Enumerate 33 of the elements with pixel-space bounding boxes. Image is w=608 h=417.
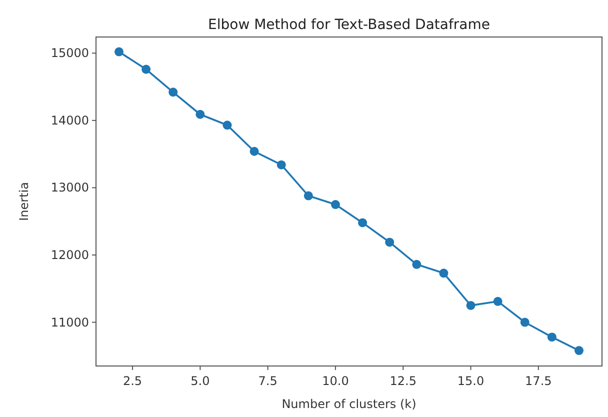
y-tick-label: 12000 bbox=[50, 248, 89, 262]
point bbox=[439, 268, 448, 278]
x-tick-label: 5.0 bbox=[190, 374, 210, 388]
x-tick-label: 15.0 bbox=[457, 374, 484, 388]
y-axis-title: Inertia bbox=[17, 182, 31, 221]
point bbox=[276, 160, 286, 170]
x-tick-label: 7.5 bbox=[258, 374, 278, 388]
point bbox=[574, 346, 584, 356]
x-tick-label: 10.0 bbox=[322, 374, 349, 388]
x-tick-label: 12.5 bbox=[390, 374, 416, 388]
point bbox=[304, 191, 313, 200]
chart-title: Elbow Method for Text-Based Dataframe bbox=[208, 17, 490, 33]
point bbox=[520, 318, 530, 327]
x-axis-title: Number of clusters (k) bbox=[282, 397, 416, 411]
point bbox=[250, 146, 259, 156]
y-tick-label: 14000 bbox=[50, 113, 89, 128]
y-tick-label: 13000 bbox=[50, 180, 89, 195]
y-tick-label: 11000 bbox=[50, 315, 89, 330]
point bbox=[547, 332, 556, 342]
x-tick-label: 17.5 bbox=[525, 374, 552, 388]
point bbox=[168, 88, 178, 97]
point bbox=[493, 296, 502, 306]
point bbox=[330, 200, 340, 210]
point bbox=[142, 64, 151, 74]
y-tick-label: 15000 bbox=[50, 46, 89, 60]
point bbox=[222, 120, 232, 130]
point bbox=[114, 47, 124, 56]
point bbox=[412, 260, 422, 269]
point bbox=[196, 110, 205, 119]
x-tick-label: 2.5 bbox=[122, 374, 142, 388]
point bbox=[385, 238, 394, 247]
point bbox=[358, 218, 368, 228]
point bbox=[466, 300, 476, 310]
